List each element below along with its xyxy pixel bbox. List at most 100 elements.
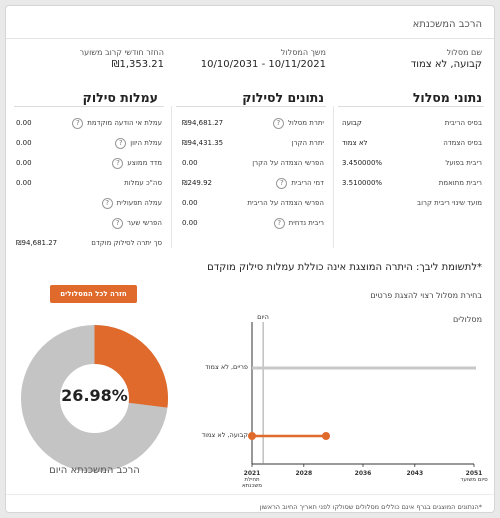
track-row-value: קבועה: [342, 119, 362, 127]
repayment-row: הפרשי הצמדה על הריבית 0.00: [182, 196, 324, 210]
repayment-row-label: הפרשי הצמדה על הריבית: [247, 199, 324, 207]
track-row: מועד שינוי ריבית קרוב: [342, 196, 482, 210]
donut-highlight-slice[interactable]: [21, 325, 168, 472]
duration-value: 10/11/2021 - 10/10/2031: [200, 59, 326, 70]
track-row-value: 3.450000%: [342, 159, 383, 167]
track-row-value: לא צמוד: [342, 139, 368, 147]
fee-row-label: עמלת היוון: [130, 139, 162, 147]
fee-row-value: 0.00: [16, 139, 32, 147]
track-row: בסיס הריבית קבועה: [342, 116, 482, 130]
tracks-timeline: היום פריים, לא צמוד קבועה, לא צמוד 2021 תחיל…: [186, 313, 489, 496]
track-data-title: נתוני מסלול: [412, 90, 482, 105]
divider: [176, 106, 326, 107]
track-row-label: מועד שינוי ריבית קרוב: [417, 199, 482, 207]
track-row: ריבית מתואמת 3.510000%: [342, 176, 482, 190]
divider: [6, 38, 494, 39]
tick-caption: סיום משוער: [460, 477, 488, 483]
fee-row-label: סה"כ עמלות: [124, 179, 162, 187]
fee-row-label: עמלה תפעולית: [116, 199, 162, 207]
tracks-label: מסלולים: [453, 315, 482, 324]
fee-row-key: עמלת אי הודעה מוקדמת?: [72, 117, 162, 129]
fee-row-label: הפרשי שער: [127, 219, 162, 227]
monthly-payment-field: החזר חודשי קרוב משוער ₪1,353.21: [24, 48, 164, 70]
timeline-tick-label: 2036: [348, 470, 378, 477]
repayment-row: ריבית נדחית? 0.00: [182, 216, 324, 230]
question-mark-circle-icon[interactable]: ?: [272, 117, 284, 129]
divider: [6, 494, 494, 495]
fee-row: עמלת אי הודעה מוקדמת? 0.00: [16, 116, 162, 130]
today-label: היום: [257, 313, 269, 321]
repayment-row-value: 0.00: [182, 199, 198, 207]
back-to-all-tracks-button[interactable]: חזרה לכל המסלולים: [50, 285, 137, 303]
fee-row-value: 0.00: [16, 159, 32, 167]
repayment-row-key: יתרת הקרן: [292, 139, 324, 147]
repayment-row-label: דמי הריבית: [291, 179, 324, 187]
fee-row-value: 0.00: [16, 179, 32, 187]
repayment-row: יתרת הקרן ₪94,431.35: [182, 136, 324, 150]
track-row-label: ריבית בפועל: [445, 159, 482, 167]
repayment-row: יתרת מסלול? ₪94,681.27: [182, 116, 324, 130]
track-label[interactable]: פריים, לא צמוד: [205, 363, 248, 371]
fee-row-value: 0.00: [16, 119, 32, 127]
donut-caption: הרכב המשכנתא היום: [49, 465, 140, 476]
timeline-tick-label: 2051 סיום משוער: [459, 470, 489, 483]
page-title: הרכב המשכנתא: [412, 19, 482, 30]
early-repayment-note: *לתשומת ליבך: היתרה המוצגת אינה כוללת עמ…: [207, 262, 482, 273]
timeline-tick-label: 2021 תחילת משכנתא: [237, 470, 267, 489]
fee-row-label: מדד ממוצע: [127, 159, 162, 167]
fee-row: סך יתרה לסילוק מוקדם ₪94,681.27: [16, 236, 162, 250]
question-mark-circle-icon[interactable]: ?: [115, 137, 127, 149]
donut-percent-label: 26.98%: [61, 386, 128, 405]
duration-field: משך המסלול 10/11/2021 - 10/10/2031: [186, 48, 326, 70]
duration-label: משך המסלול: [280, 48, 326, 57]
fee-row: עמלה תפעולית?: [16, 196, 162, 210]
tick-year: 2021: [243, 470, 261, 477]
repayment-row-value: 0.00: [182, 159, 198, 167]
divider: [14, 106, 164, 107]
track-row-label: בסיס הצמדה: [443, 139, 482, 147]
question-mark-circle-icon[interactable]: ?: [276, 177, 288, 189]
fee-row-key: מדד ממוצע?: [112, 157, 162, 169]
fee-row-value: ₪94,681.27: [16, 239, 58, 247]
footnote: *הנתונים המוצגים בגרף אינם כוללים מסלולי…: [259, 503, 482, 511]
timeline-tick-label: 2043: [400, 470, 430, 477]
repayment-row-label: יתרת הקרן: [291, 139, 324, 147]
column-divider: [171, 106, 172, 248]
track-row: ריבית בפועל 3.450000%: [342, 156, 482, 170]
question-mark-circle-icon[interactable]: ?: [273, 217, 285, 229]
track-name-value: קבועה, לא צמוד: [410, 59, 482, 70]
question-mark-circle-icon[interactable]: ?: [101, 197, 113, 209]
monthly-payment-label: החזר חודשי קרוב משוער: [79, 48, 164, 57]
track-row-value: 3.510000%: [342, 179, 383, 187]
fees-title: עמלות סילוק: [82, 90, 158, 105]
fee-row-key: הפרשי שער?: [112, 217, 162, 229]
repayment-data-title: נתונים לסילוק: [242, 90, 324, 105]
repayment-row-key: דמי הריבית?: [276, 177, 324, 189]
fee-row: הפרשי שער?: [16, 216, 162, 230]
repayment-row-label: הפרשי הצמדה על הקרן: [252, 159, 324, 167]
tick-year: 2036: [354, 470, 372, 477]
repayment-row: הפרשי הצמדה על הקרן 0.00: [182, 156, 324, 170]
track-end-point[interactable]: [322, 432, 330, 440]
fee-row-key: סך יתרה לסילוק מוקדם: [91, 239, 162, 247]
question-mark-circle-icon[interactable]: ?: [112, 217, 124, 229]
repayment-row-label: יתרת מסלול: [287, 119, 324, 127]
track-label[interactable]: קבועה, לא צמוד: [201, 431, 248, 439]
fee-row-label: עמלת אי הודעה מוקדמת: [87, 119, 162, 127]
composition-donut-chart: [21, 325, 168, 472]
fee-row-key: עמלת היוון?: [115, 137, 162, 149]
repayment-row-value: ₪94,431.35: [182, 139, 224, 147]
question-mark-circle-icon[interactable]: ?: [72, 117, 84, 129]
track-start-point[interactable]: [248, 432, 256, 440]
repayment-row-value: 0.00: [182, 219, 198, 227]
fee-row: סה"כ עמלות 0.00: [16, 176, 162, 190]
track-name-field: שם מסלול קבועה, לא צמוד: [342, 48, 482, 70]
repayment-row-key: ריבית נדחית?: [273, 217, 324, 229]
track-name-label: שם מסלול: [446, 48, 482, 57]
track-row-label: בסיס הריבית: [444, 119, 482, 127]
fee-row: עמלת היוון? 0.00: [16, 136, 162, 150]
question-mark-circle-icon[interactable]: ?: [112, 157, 124, 169]
fee-row-label: סך יתרה לסילוק מוקדם: [91, 239, 162, 247]
repayment-row-label: ריבית נדחית: [288, 219, 324, 227]
repayment-row-key: הפרשי הצמדה על הקרן: [252, 159, 324, 167]
